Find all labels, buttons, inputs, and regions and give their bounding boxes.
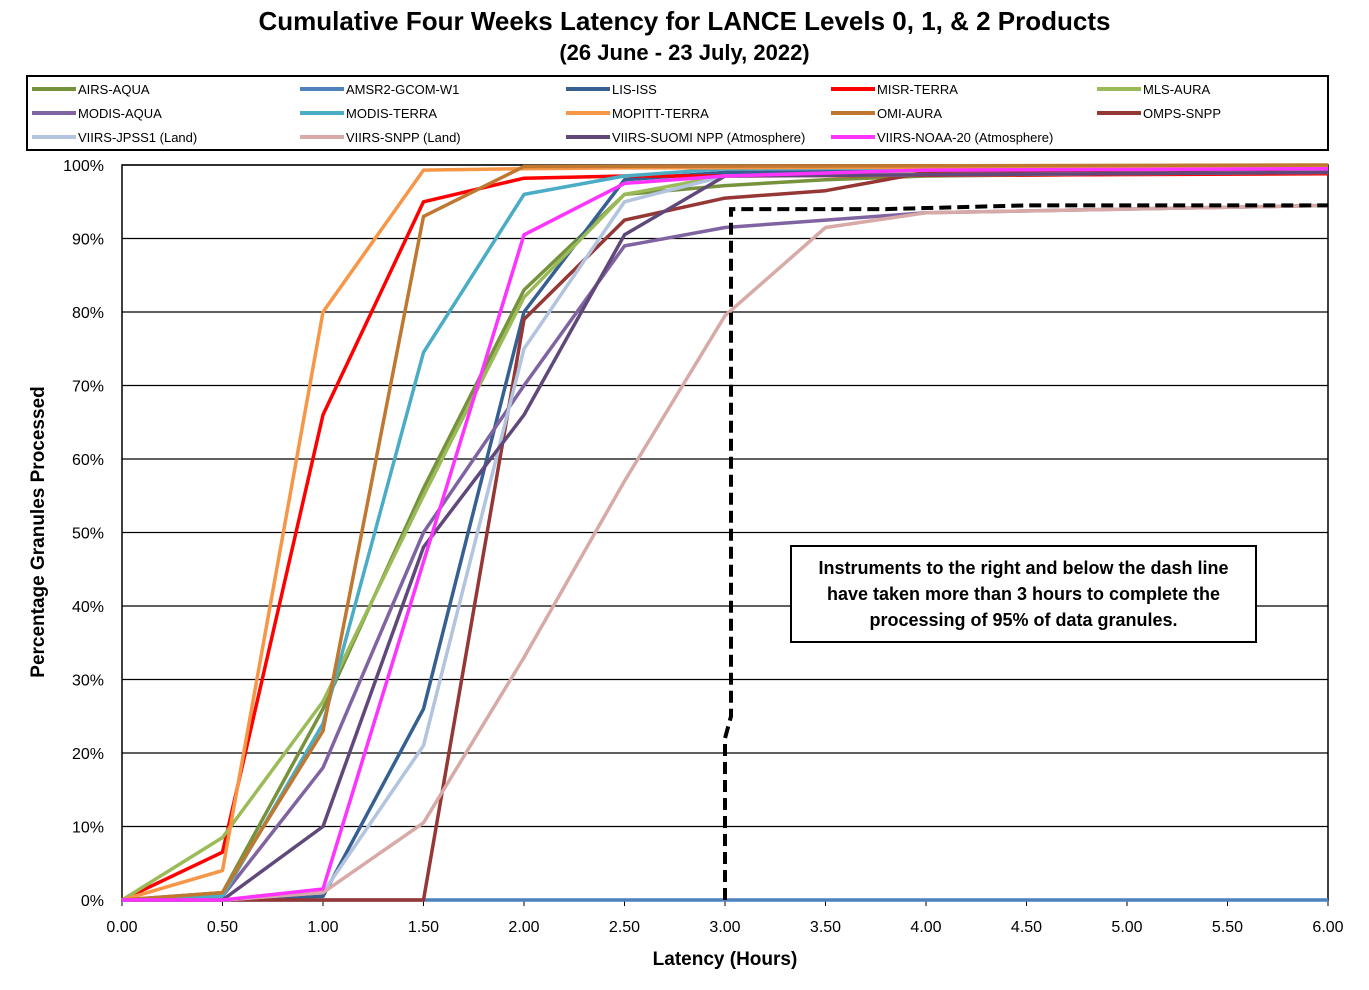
legend-item: VIIRS-SUOMI NPP (Atmosphere) bbox=[566, 127, 805, 147]
legend-label: MODIS-AQUA bbox=[78, 105, 162, 121]
legend-label: MOPITT-TERRA bbox=[612, 105, 709, 121]
y-tick-label: 70% bbox=[72, 379, 104, 396]
y-tick-label: 10% bbox=[72, 820, 104, 837]
chart-legend: AIRS-AQUA AMSR2-GCOM-W1 LIS-ISS MISR-TERRA M… bbox=[26, 75, 1329, 151]
x-tick-label: 5.00 bbox=[1111, 919, 1142, 936]
legend-item: MISR-TERRA bbox=[831, 79, 958, 99]
legend-item: VIIRS-SNPP (Land) bbox=[300, 127, 461, 147]
series-line-modis-aqua bbox=[121, 203, 1329, 902]
legend-label: AIRS-AQUA bbox=[78, 81, 150, 97]
x-tick-label: 2.00 bbox=[508, 919, 539, 936]
legend-swatch bbox=[566, 111, 610, 115]
series-line-airs-aqua bbox=[121, 170, 1329, 902]
legend-label: OMI-AURA bbox=[877, 105, 942, 121]
legend-swatch bbox=[566, 87, 610, 91]
legend-swatch bbox=[32, 135, 76, 139]
y-axis-label: Percentage Granules Processed bbox=[28, 386, 49, 677]
y-tick-label: 100% bbox=[63, 158, 104, 175]
legend-label: AMSR2-GCOM-W1 bbox=[346, 81, 460, 97]
legend-swatch bbox=[300, 135, 344, 139]
legend-swatch bbox=[566, 135, 610, 139]
y-tick-label: 90% bbox=[72, 232, 104, 249]
legend-label: VIIRS-NOAA-20 (Atmosphere) bbox=[877, 129, 1054, 145]
legend-label: VIIRS-SUOMI NPP (Atmosphere) bbox=[612, 129, 806, 145]
legend-swatch bbox=[831, 111, 875, 115]
legend-swatch bbox=[32, 87, 76, 91]
y-tick-label: 60% bbox=[72, 452, 104, 469]
legend-item: VIIRS-NOAA-20 (Atmosphere) bbox=[831, 127, 1053, 147]
legend-item: OMPS-SNPP bbox=[1097, 103, 1221, 123]
legend-item: LIS-ISS bbox=[566, 79, 657, 99]
annotation-box: Instruments to the right and below the d… bbox=[790, 545, 1257, 643]
y-tick-label: 40% bbox=[72, 599, 104, 616]
x-tick-label: 0.50 bbox=[207, 919, 238, 936]
threshold-dash-line bbox=[723, 203, 1328, 900]
x-tick-label: 0.00 bbox=[106, 919, 137, 936]
y-tick-label: 0% bbox=[81, 893, 104, 910]
y-tick-label: 20% bbox=[72, 746, 104, 763]
legend-item: MODIS-AQUA bbox=[32, 103, 162, 123]
x-tick-label: 3.00 bbox=[709, 919, 740, 936]
legend-label: MODIS-TERRA bbox=[346, 105, 437, 121]
legend-swatch bbox=[300, 111, 344, 115]
legend-swatch bbox=[32, 111, 76, 115]
legend-swatch bbox=[831, 87, 875, 91]
series-line-omi-aura bbox=[121, 163, 1329, 902]
y-tick-label: 30% bbox=[72, 673, 104, 690]
legend-label: VIIRS-JPSS1 (Land) bbox=[78, 129, 198, 145]
x-tick-label: 1.00 bbox=[307, 919, 338, 936]
x-tick-label: 5.50 bbox=[1212, 919, 1243, 936]
legend-item: MLS-AURA bbox=[1097, 79, 1210, 99]
x-tick-label: 1.50 bbox=[408, 919, 439, 936]
legend-item: MOPITT-TERRA bbox=[566, 103, 709, 123]
legend-swatch bbox=[1097, 111, 1141, 115]
legend-label: MISR-TERRA bbox=[877, 81, 958, 97]
x-tick-label: 6.00 bbox=[1312, 919, 1343, 936]
chart-title: Cumulative Four Weeks Latency for LANCE … bbox=[258, 6, 1111, 36]
legend-swatch bbox=[300, 87, 344, 91]
legend-item: OMI-AURA bbox=[831, 103, 942, 123]
tick-labels: 0% 10% 20% 30% 40% 50% 60% 70% 80% 90% 100% 0.00 0.5… bbox=[63, 158, 1344, 936]
threshold-line bbox=[723, 203, 1328, 900]
legend-item: AIRS-AQUA bbox=[32, 79, 150, 99]
series-line-viirs-snpp-land bbox=[122, 203, 1329, 902]
x-tick-label: 4.50 bbox=[1011, 919, 1042, 936]
y-tick-label: 50% bbox=[72, 526, 104, 543]
legend-swatch bbox=[1097, 87, 1141, 91]
x-tick-label: 4.00 bbox=[910, 919, 941, 936]
legend-label: OMPS-SNPP bbox=[1143, 105, 1222, 121]
legend-item: VIIRS-JPSS1 (Land) bbox=[32, 127, 197, 147]
x-tick-label: 3.50 bbox=[810, 919, 841, 936]
legend-item: AMSR2-GCOM-W1 bbox=[300, 79, 459, 99]
legend-item: MODIS-TERRA bbox=[300, 103, 437, 123]
series-line-viirs-noaa-20-atmosphere bbox=[122, 166, 1329, 902]
x-axis-label: Latency (Hours) bbox=[653, 949, 798, 970]
y-tick-label: 80% bbox=[72, 305, 104, 322]
legend-swatch bbox=[831, 135, 875, 139]
chart-subtitle: (26 June - 23 July, 2022) bbox=[559, 40, 810, 65]
series-line-viirs-suomi-npp-atmosphere bbox=[122, 170, 1329, 902]
legend-label: VIIRS-SNPP (Land) bbox=[346, 129, 461, 145]
x-tick-label: 2.50 bbox=[609, 919, 640, 936]
legend-label: LIS-ISS bbox=[612, 81, 657, 97]
legend-label: MLS-AURA bbox=[1143, 81, 1211, 97]
series-lines bbox=[121, 163, 1329, 902]
